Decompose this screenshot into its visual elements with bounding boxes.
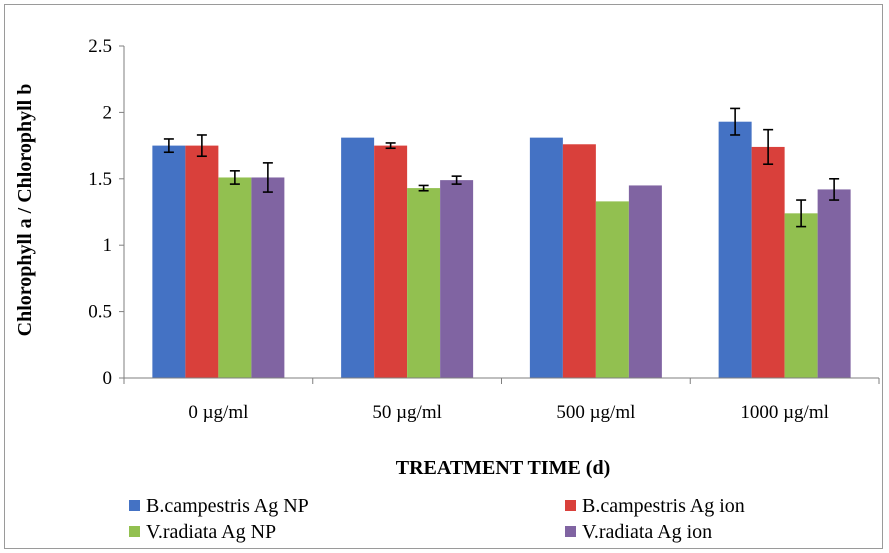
y-tick-label: 2 — [103, 102, 113, 123]
legend-label: V.radiata Ag ion — [582, 521, 712, 543]
bar — [407, 188, 441, 378]
bar — [185, 145, 219, 378]
y-tick-label: 1 — [103, 235, 113, 256]
bar — [751, 146, 785, 378]
axes-layer: 0 0.5 1 1.5 2 2.5 0 µg/ml 50 µg/ml 500 µg/ml 1000… — [88, 36, 880, 423]
legend-swatch — [565, 526, 576, 537]
bar — [784, 213, 818, 378]
x-axis-title: TREATMENT TIME (d) — [396, 457, 610, 479]
legend-swatch — [565, 500, 576, 511]
x-tick-label: 50 µg/ml — [372, 402, 442, 423]
error-bars-layer — [163, 107, 840, 228]
bar — [595, 201, 629, 378]
y-tick-label: 2.5 — [88, 36, 112, 57]
x-tick-label: 500 µg/ml — [556, 402, 635, 423]
legend-swatch — [129, 526, 140, 537]
x-tick-label: 0 µg/ml — [188, 402, 248, 423]
bar — [374, 145, 408, 378]
bar — [718, 121, 752, 379]
legend: B.campestris Ag NP B.campestris Ag ion V.r… — [129, 495, 745, 543]
bar — [817, 189, 851, 378]
bars-layer — [152, 121, 851, 379]
y-tick-label: 0 — [103, 368, 113, 389]
x-tick-label: 1000 µg/ml — [740, 402, 829, 423]
legend-swatch — [129, 500, 140, 511]
bar — [440, 180, 474, 378]
bar — [152, 145, 186, 378]
bar — [341, 137, 375, 378]
bar — [251, 177, 285, 378]
y-tick-label: 0.5 — [88, 302, 112, 323]
bar — [529, 137, 563, 378]
legend-label: V.radiata Ag NP — [146, 521, 276, 543]
bar — [562, 144, 596, 378]
y-tick-label: 1.5 — [88, 169, 112, 190]
legend-label: B.campestris Ag ion — [582, 495, 745, 517]
bar — [218, 177, 252, 378]
legend-label: B.campestris Ag NP — [146, 495, 309, 517]
bar — [628, 185, 662, 378]
y-axis-title: Chlorophyll a / Chlorophyll b — [14, 84, 36, 337]
